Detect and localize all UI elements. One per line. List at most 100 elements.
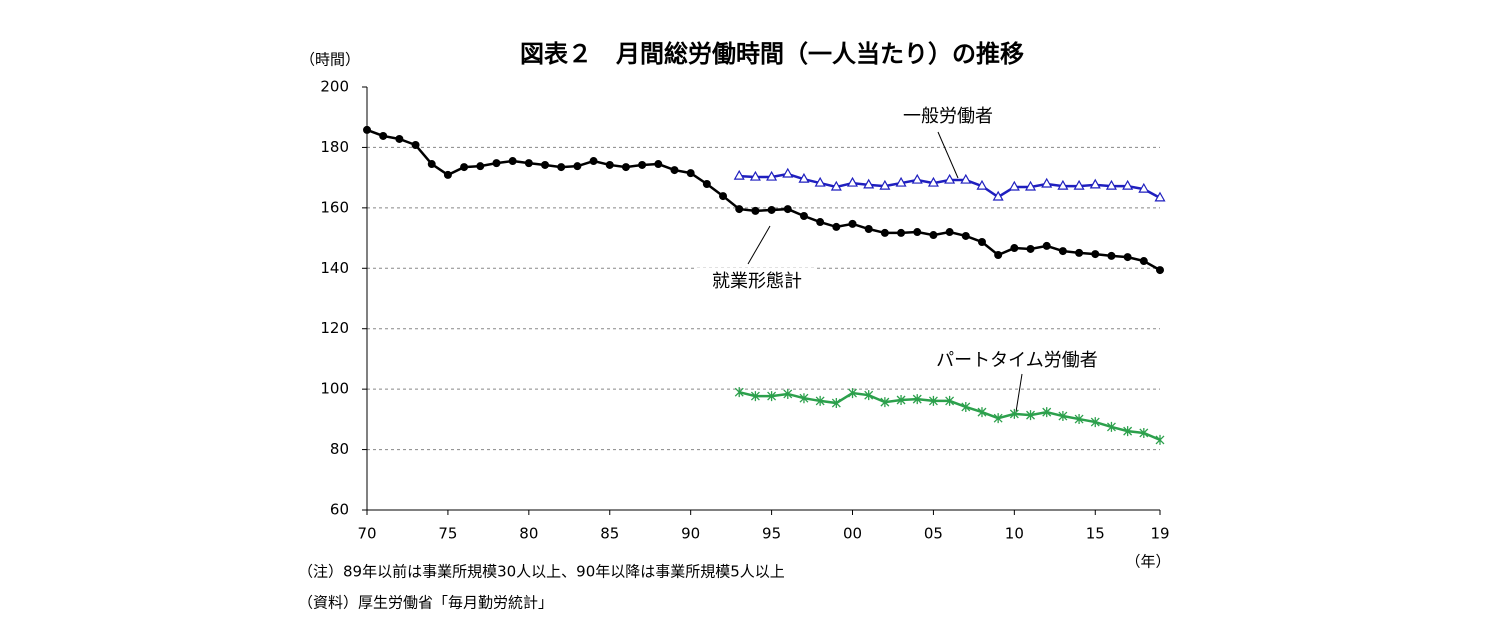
- x-tick-label: 00: [843, 525, 862, 543]
- y-tick-label: 60: [330, 501, 349, 519]
- point: [927, 176, 939, 187]
- point: [621, 163, 630, 172]
- point: [1058, 411, 1068, 422]
- point: [880, 228, 889, 237]
- point: [1010, 244, 1019, 253]
- point: [524, 159, 533, 168]
- x-axis-label: （年）: [1125, 553, 1170, 571]
- y-tick-label: 120: [320, 319, 349, 337]
- label-bg: [697, 268, 817, 296]
- point: [1058, 247, 1067, 256]
- point: [702, 179, 711, 188]
- point: [960, 173, 972, 184]
- point: [897, 228, 906, 237]
- y-tick-label: 160: [320, 198, 349, 216]
- x-tick-label: 95: [762, 525, 781, 543]
- point: [864, 225, 873, 234]
- point: [1138, 182, 1150, 193]
- point: [1123, 426, 1133, 437]
- point: [1008, 180, 1020, 191]
- y-tick-label: 140: [320, 259, 349, 277]
- point: [1074, 414, 1084, 425]
- x-tick-label: 10: [1005, 525, 1024, 543]
- point: [863, 178, 875, 189]
- point: [1042, 407, 1052, 418]
- x-tick-label: 75: [438, 525, 457, 543]
- point: [492, 159, 501, 168]
- point: [994, 250, 1003, 259]
- x-tick-label: 80: [519, 525, 538, 543]
- point: [1106, 421, 1116, 432]
- point: [912, 394, 922, 405]
- point: [1139, 427, 1149, 438]
- point: [848, 219, 857, 228]
- y-tick-label: 200: [320, 78, 349, 96]
- point: [379, 131, 388, 140]
- point: [944, 173, 956, 184]
- point: [846, 176, 859, 187]
- point: [395, 134, 404, 143]
- point: [1025, 180, 1037, 191]
- point: [929, 231, 938, 240]
- point: [363, 125, 371, 134]
- chart-title: 図表２ 月間総労働時間（一人当たり）の推移: [520, 40, 1024, 68]
- point: [1026, 410, 1035, 421]
- point: [1009, 408, 1019, 419]
- point: [798, 172, 810, 183]
- point: [814, 176, 826, 187]
- point: [782, 167, 794, 178]
- point: [1090, 417, 1100, 428]
- point: [1139, 257, 1148, 266]
- point: [977, 407, 987, 418]
- label-bg: [957, 347, 1077, 375]
- point: [557, 163, 566, 172]
- point: [864, 390, 874, 401]
- point: [541, 160, 550, 169]
- y-tick-label: 100: [320, 380, 349, 398]
- x-tick-label: 15: [1086, 525, 1105, 543]
- point: [1156, 266, 1164, 275]
- point: [751, 206, 760, 215]
- point: [605, 160, 614, 169]
- x-tick-label: 70: [357, 525, 376, 543]
- point: [750, 391, 760, 402]
- point: [831, 398, 841, 409]
- point: [896, 395, 906, 406]
- point: [1089, 178, 1101, 189]
- point: [783, 205, 792, 214]
- point: [1091, 250, 1100, 259]
- note: （注）89年以前は事業所規模30人以上、90年以降は事業所規模5人以上: [298, 563, 785, 581]
- point: [993, 413, 1003, 424]
- note: （資料）厚生労働省「毎月勤労統計」: [298, 594, 553, 612]
- x-tick-label: 19: [1150, 525, 1169, 543]
- point: [976, 179, 988, 190]
- series-label: 就業形態計: [712, 271, 802, 292]
- point: [799, 212, 808, 221]
- point: [911, 173, 923, 184]
- point: [928, 395, 938, 406]
- point: [1123, 253, 1132, 262]
- point: [992, 190, 1004, 201]
- point: [879, 179, 891, 190]
- point: [654, 160, 663, 169]
- point: [1026, 244, 1035, 253]
- point: [832, 222, 841, 231]
- y-tick-label: 80: [330, 440, 349, 458]
- point: [1154, 191, 1166, 202]
- point: [766, 170, 778, 181]
- leader-line: [937, 131, 959, 179]
- point: [830, 180, 842, 191]
- point: [815, 395, 825, 406]
- point: [1122, 179, 1134, 190]
- point: [783, 388, 793, 399]
- point: [1107, 251, 1116, 260]
- series-label: パートタイム労働者: [936, 350, 1098, 371]
- leader-line: [747, 225, 771, 265]
- point: [895, 176, 907, 187]
- x-tick-label: 05: [924, 525, 943, 543]
- y-axis-label: （時間）: [300, 51, 360, 69]
- x-tick-label: 85: [600, 525, 619, 543]
- point: [1073, 179, 1085, 190]
- point: [638, 160, 647, 169]
- point: [573, 162, 582, 171]
